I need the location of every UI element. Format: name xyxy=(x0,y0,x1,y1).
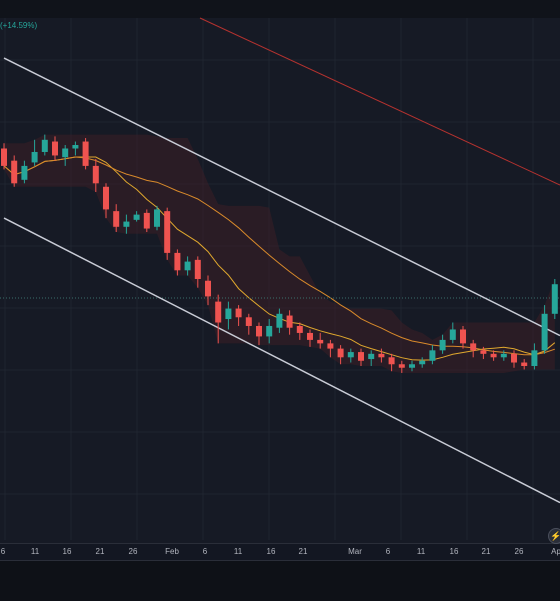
candle-body xyxy=(21,165,28,180)
x-tick-label: 21 xyxy=(481,547,491,556)
candle-body xyxy=(103,186,109,210)
x-tick-label: 21 xyxy=(298,547,308,556)
candle-body xyxy=(256,325,262,337)
candle-body xyxy=(429,350,436,361)
bottom-bar xyxy=(0,560,560,601)
x-tick-label: 16 xyxy=(449,547,459,556)
candle-body xyxy=(174,252,181,271)
candle-body xyxy=(11,160,18,184)
candle-body xyxy=(235,308,242,318)
candle-body xyxy=(154,209,160,227)
candle-body xyxy=(490,353,497,358)
x-tick-label: 16 xyxy=(266,547,276,556)
long-term-average-line xyxy=(199,17,560,186)
candle-body xyxy=(337,348,344,358)
candle-body xyxy=(307,332,313,340)
candle-body xyxy=(439,339,446,351)
x-tick-label: Mar xyxy=(348,547,362,556)
candle-body xyxy=(164,211,171,253)
candle-body xyxy=(378,353,385,358)
candle-body xyxy=(215,301,222,323)
candle-body xyxy=(143,212,150,229)
candle-body xyxy=(470,343,477,351)
candle-body xyxy=(82,141,89,166)
candle-body xyxy=(245,317,252,326)
candle-body xyxy=(184,261,191,271)
candle-body xyxy=(368,353,375,360)
x-axis[interactable]: 6 11 16 21 26 Feb 6 11 16 21 Mar 6 11 16 21 26 Ap xyxy=(0,543,560,561)
x-tick-label: 6 xyxy=(202,547,208,556)
candle-body xyxy=(531,350,538,366)
candle-body xyxy=(31,151,38,163)
x-tick-label: 6 xyxy=(0,547,6,556)
candle-body xyxy=(327,343,334,349)
candle-body xyxy=(419,360,426,365)
x-tick-label: 6 xyxy=(385,547,391,556)
candle-body xyxy=(409,364,415,368)
candle-body xyxy=(511,353,517,363)
candle-body xyxy=(41,139,48,152)
candle-body xyxy=(398,364,405,368)
x-tick-label: 11 xyxy=(30,547,40,556)
x-tick-label: 26 xyxy=(514,547,524,556)
candle-body xyxy=(205,280,211,297)
candle-body xyxy=(52,141,58,156)
candle-body xyxy=(266,325,273,337)
candle-body xyxy=(72,145,79,149)
candle-body xyxy=(225,308,232,320)
candle-body xyxy=(347,352,354,358)
channel-upper-line xyxy=(3,57,560,337)
x-tick-label: 16 xyxy=(62,547,72,556)
candle-body xyxy=(521,362,528,366)
candle-body xyxy=(541,313,548,351)
channel-lower-line xyxy=(3,217,560,504)
x-tick-label: 11 xyxy=(233,547,243,556)
candle-body xyxy=(92,165,99,184)
ichimoku-cloud xyxy=(4,134,555,373)
x-tick-label: 21 xyxy=(95,547,105,556)
change-percent-label: (+14.59%) xyxy=(0,21,38,30)
candle-body xyxy=(551,284,558,314)
candle-body xyxy=(296,325,303,333)
x-tick-label: 11 xyxy=(416,547,426,556)
x-tick-label: Feb xyxy=(165,547,179,556)
lightning-icon[interactable]: ⚡ xyxy=(548,528,560,544)
candle-body xyxy=(358,352,364,361)
candle-body xyxy=(62,148,69,158)
candle-body xyxy=(317,339,324,344)
candle-body xyxy=(123,221,130,227)
candle-body xyxy=(133,214,140,220)
candle-body xyxy=(480,350,487,354)
price-plot[interactable] xyxy=(0,0,560,543)
candle-body xyxy=(194,259,201,279)
candle-body xyxy=(1,148,7,166)
x-tick-label: Ap xyxy=(551,547,560,556)
candle-body xyxy=(113,211,120,227)
candle-body xyxy=(388,357,395,365)
candle-body xyxy=(276,313,283,328)
candle-body xyxy=(500,353,507,358)
candle-body xyxy=(460,329,466,344)
x-tick-label: 26 xyxy=(128,547,138,556)
candle-body xyxy=(449,329,456,340)
candle-body xyxy=(286,315,293,328)
